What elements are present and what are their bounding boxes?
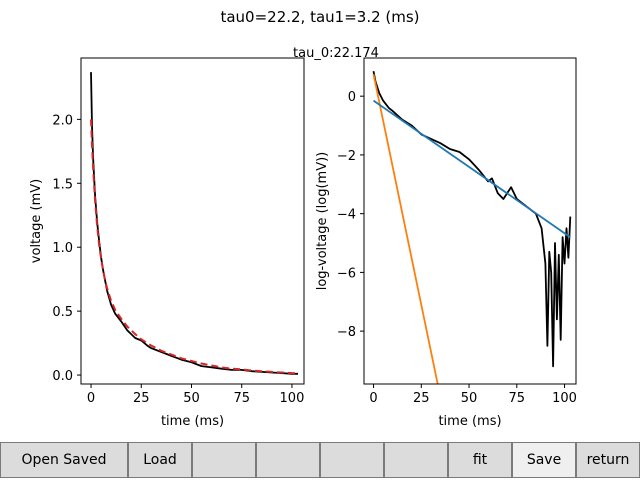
left-series-line-0 [90,72,298,375]
right-series-line-1 [372,74,439,384]
open-saved-button[interactable]: Open Saved [0,442,128,478]
right-x-axis-label: time (ms) [438,414,501,429]
fit-button[interactable]: fit [448,442,512,478]
right-y-tick-label: −4 [337,208,356,223]
right-series-line-2 [372,99,571,238]
right-y-tick-label: −6 [337,266,356,281]
empty-button-3[interactable] [320,442,384,478]
right-x-tick-label: 100 [552,391,577,406]
left-y-tick-label: 1.5 [52,177,73,192]
left-axes-frame [80,57,305,385]
right-y-tick-label: 0 [348,90,356,105]
left-y-tick-label: 1.0 [52,241,73,256]
button-toolbar: Open Saved Load fit Save return [0,442,640,480]
right-series-line-0 [372,71,572,368]
left-y-tick-label: 2.0 [52,113,73,128]
empty-button-1[interactable] [192,442,256,478]
right-axes-title: tau_0:22.174 [293,46,379,61]
right-y-axis-label: log-voltage (log(mV)) [315,152,330,291]
return-button[interactable]: return [576,442,640,478]
figure: tau0=22.2, tau1=3.2 (ms) 0 25 50 75 100 0.0 0.… [29,8,577,429]
left-x-tick-label: 25 [133,391,150,406]
left-x-axis-label: time (ms) [161,414,224,429]
left-axes: 0 25 50 75 100 0.0 0.5 1.0 1.5 2.0 time (ms) volt… [29,57,305,429]
empty-button-2[interactable] [256,442,320,478]
left-y-tick-label: 0.0 [52,369,73,384]
save-button[interactable]: Save [512,442,576,478]
left-x-tick-label: 100 [280,391,305,406]
left-y-axis-label: voltage (mV) [29,179,44,263]
left-x-tick-label: 0 [87,391,95,406]
right-y-tick-label: −8 [337,325,356,340]
right-x-tick-label: 0 [369,391,377,406]
load-button[interactable]: Load [128,442,192,478]
left-x-tick-label: 75 [233,391,250,406]
right-x-tick-label: 50 [461,391,478,406]
right-y-tick-label: −2 [337,149,356,164]
left-series-line-1 [90,119,299,375]
right-x-tick-label: 75 [509,391,526,406]
right-axes-frame [363,57,577,385]
empty-button-4[interactable] [384,442,448,478]
right-x-tick-label: 25 [413,391,430,406]
figure-suptitle: tau0=22.2, tau1=3.2 (ms) [220,8,419,26]
right-axes: 0 25 50 75 100 0 −2 −4 −6 −8 tau_0:22.174 time (m… [293,46,577,429]
left-y-tick-label: 0.5 [52,305,73,320]
left-x-tick-label: 50 [183,391,200,406]
